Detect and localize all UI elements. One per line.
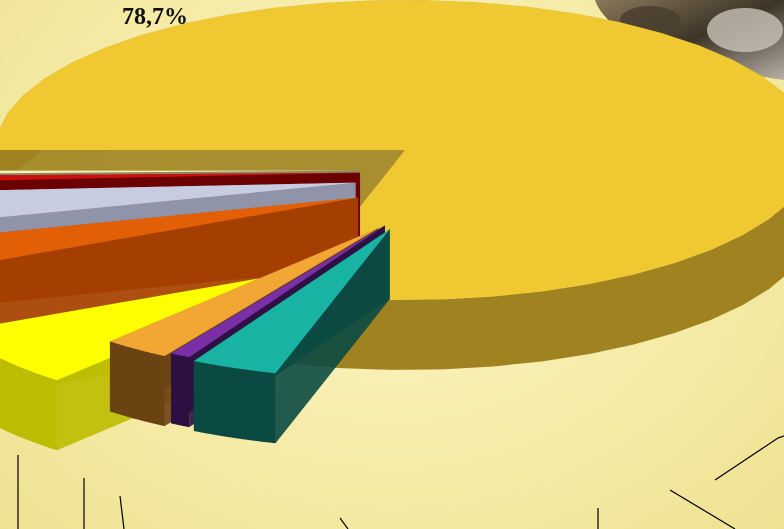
leader-lines	[17, 435, 784, 529]
pie-slice-top	[0, 182, 356, 218]
pie-slice-2	[193, 229, 390, 444]
pie-slice-top	[0, 170, 361, 174]
pie-slice-side	[171, 353, 190, 428]
data-label-main-slice: 78,7%	[122, 4, 188, 30]
pie-slice-top	[0, 172, 361, 181]
rock-photo	[595, 0, 784, 80]
pie-slice-side	[0, 358, 57, 451]
pie-slice-top	[0, 0, 784, 300]
pie-slice-top	[109, 228, 379, 357]
pie-slice-top	[193, 229, 390, 374]
pie-slice-top	[0, 197, 359, 260]
pie-slice-top	[171, 225, 385, 358]
pie-slice-side	[109, 341, 165, 427]
pie-slice-side	[193, 360, 276, 444]
